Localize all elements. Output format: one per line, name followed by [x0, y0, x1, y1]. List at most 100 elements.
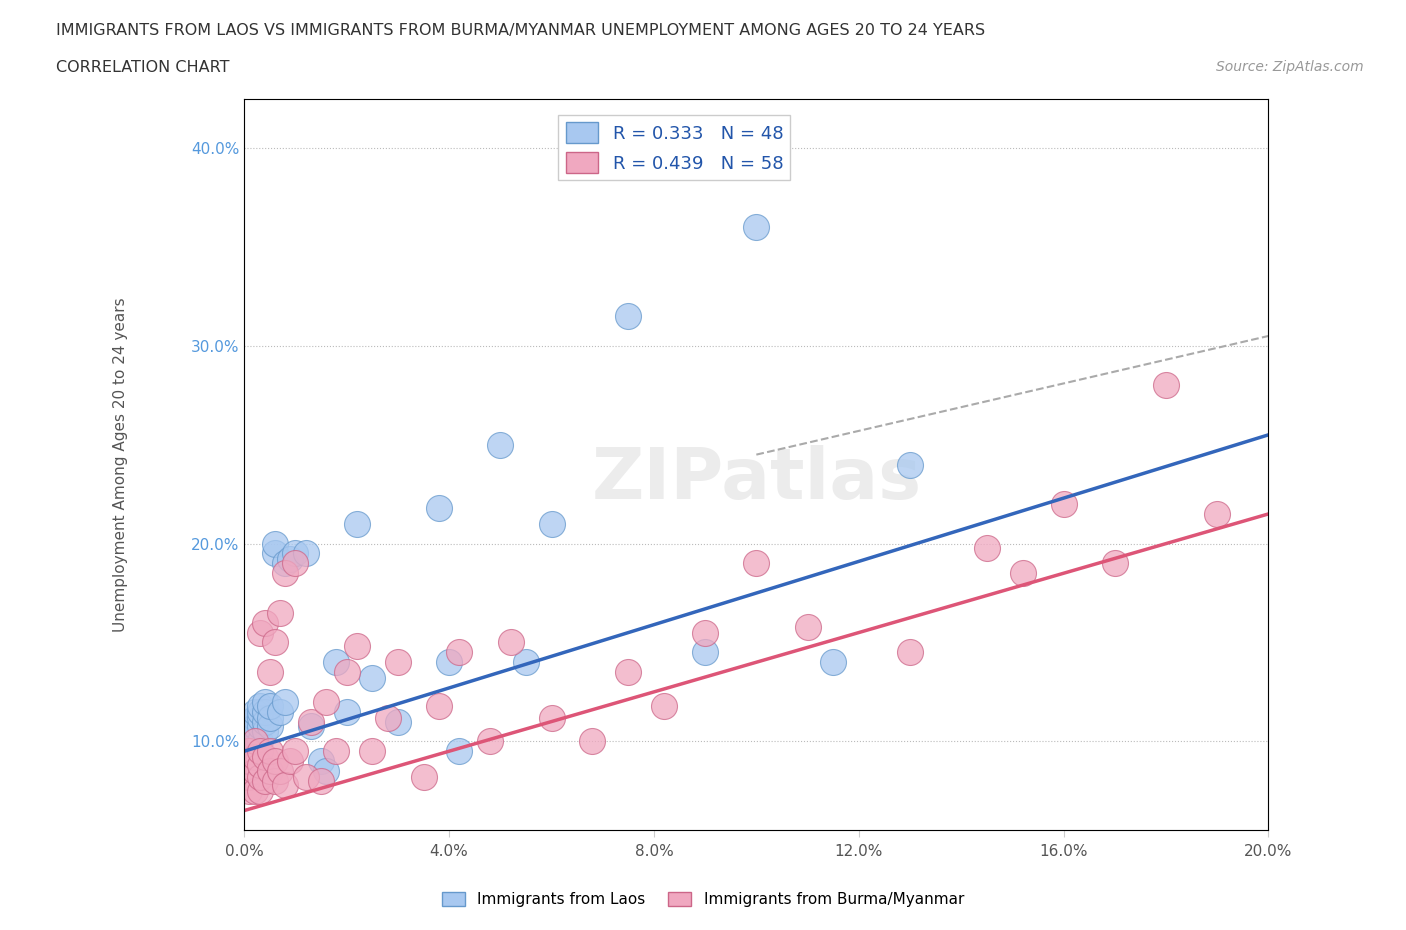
Text: CORRELATION CHART: CORRELATION CHART — [56, 60, 229, 75]
Point — [243, 737, 266, 752]
Point — [249, 698, 271, 713]
Point — [652, 698, 675, 713]
Point — [243, 704, 266, 719]
Point — [976, 540, 998, 555]
Point — [695, 625, 717, 640]
Point — [249, 718, 271, 733]
Point — [253, 774, 276, 789]
Point — [515, 655, 537, 670]
Point — [259, 764, 281, 778]
Point — [617, 665, 640, 680]
Point — [253, 616, 276, 631]
Point — [540, 711, 562, 725]
Point — [1206, 507, 1229, 522]
Point — [361, 671, 384, 685]
Point — [377, 711, 399, 725]
Point — [617, 309, 640, 324]
Point — [898, 457, 921, 472]
Point — [259, 718, 281, 733]
Point — [243, 711, 266, 725]
Point — [249, 783, 271, 798]
Point — [243, 783, 266, 798]
Point — [361, 744, 384, 759]
Point — [325, 655, 347, 670]
Point — [243, 734, 266, 749]
Point — [325, 744, 347, 759]
Point — [284, 744, 307, 759]
Point — [299, 718, 322, 733]
Point — [259, 711, 281, 725]
Point — [315, 764, 337, 778]
Point — [294, 769, 316, 784]
Point — [238, 783, 260, 798]
Point — [898, 644, 921, 659]
Point — [437, 655, 460, 670]
Point — [253, 714, 276, 729]
Point — [243, 718, 266, 733]
Point — [427, 500, 450, 515]
Point — [274, 777, 297, 792]
Point — [309, 753, 332, 768]
Point — [309, 774, 332, 789]
Text: ZIPatlas: ZIPatlas — [592, 445, 921, 513]
Point — [1154, 378, 1177, 392]
Point — [238, 714, 260, 729]
Text: Source: ZipAtlas.com: Source: ZipAtlas.com — [1216, 60, 1364, 74]
Point — [253, 724, 276, 738]
Point — [336, 665, 359, 680]
Legend: R = 0.333   N = 48, R = 0.439   N = 58: R = 0.333 N = 48, R = 0.439 N = 58 — [558, 115, 790, 180]
Point — [249, 734, 271, 749]
Point — [249, 711, 271, 725]
Y-axis label: Unemployment Among Ages 20 to 24 years: Unemployment Among Ages 20 to 24 years — [114, 298, 128, 631]
Point — [387, 714, 409, 729]
Point — [269, 605, 291, 620]
Point — [269, 704, 291, 719]
Point — [274, 556, 297, 571]
Point — [280, 753, 302, 768]
Point — [280, 552, 302, 567]
Point — [449, 744, 471, 759]
Point — [264, 546, 287, 561]
Point — [243, 764, 266, 778]
Point — [264, 635, 287, 650]
Point — [243, 724, 266, 738]
Text: IMMIGRANTS FROM LAOS VS IMMIGRANTS FROM BURMA/MYANMAR UNEMPLOYMENT AMONG AGES 20: IMMIGRANTS FROM LAOS VS IMMIGRANTS FROM … — [56, 23, 986, 38]
Point — [238, 753, 260, 768]
Point — [1011, 565, 1033, 580]
Point — [259, 744, 281, 759]
Legend: Immigrants from Laos, Immigrants from Burma/Myanmar: Immigrants from Laos, Immigrants from Bu… — [436, 885, 970, 913]
Point — [264, 774, 287, 789]
Point — [581, 734, 603, 749]
Point — [745, 556, 768, 571]
Point — [249, 704, 271, 719]
Point — [346, 639, 368, 654]
Point — [238, 744, 260, 759]
Point — [249, 758, 271, 773]
Point — [412, 769, 434, 784]
Point — [346, 516, 368, 531]
Point — [489, 437, 512, 452]
Point — [284, 556, 307, 571]
Point — [264, 537, 287, 551]
Point — [336, 704, 359, 719]
Point — [479, 734, 502, 749]
Point — [249, 625, 271, 640]
Point — [253, 750, 276, 764]
Point — [387, 655, 409, 670]
Point — [259, 665, 281, 680]
Point — [238, 724, 260, 738]
Point — [253, 695, 276, 710]
Point — [294, 546, 316, 561]
Point — [745, 219, 768, 234]
Point — [1104, 556, 1126, 571]
Point — [259, 698, 281, 713]
Point — [243, 750, 266, 764]
Point — [796, 619, 818, 634]
Point — [427, 698, 450, 713]
Point — [253, 704, 276, 719]
Point — [396, 837, 419, 852]
Point — [299, 714, 322, 729]
Point — [284, 546, 307, 561]
Point — [269, 764, 291, 778]
Point — [238, 769, 260, 784]
